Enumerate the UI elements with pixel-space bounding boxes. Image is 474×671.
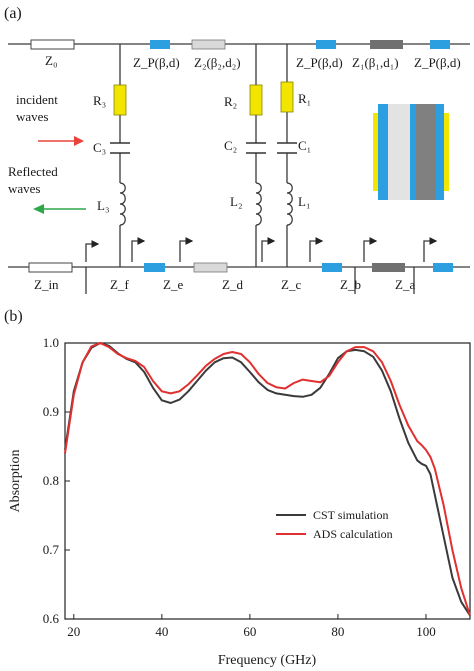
label-l2: L₂ — [230, 194, 242, 209]
y-tick-label: 0.9 — [43, 404, 59, 419]
label-r2: R₂ — [224, 94, 237, 109]
label-zp-2: Z_P(β,d) — [296, 55, 343, 70]
incident-text-1: incident — [16, 92, 58, 107]
series-line-cst-simulation — [64, 342, 471, 617]
label-c3: C₃ — [93, 140, 106, 155]
zp-block-2 — [316, 40, 336, 49]
label-zp-1: Z_P(β,d) — [133, 55, 180, 70]
zp-block-3 — [430, 40, 450, 49]
label-c1: C₁ — [298, 138, 311, 153]
series-layer — [64, 342, 471, 617]
ze-block — [144, 263, 165, 272]
legend-label-cst: CST simulation — [313, 508, 388, 522]
label-l3: L₃ — [97, 198, 109, 213]
resistor-r1 — [280, 81, 294, 113]
port-arrow-za — [423, 237, 438, 262]
label-r3: R₃ — [93, 93, 106, 108]
label-zf: Z_f — [110, 277, 129, 292]
absorption-chart: (b) 20 40 60 80 100 0.6 0.7 0.8 0.9 1.0 Frequency… — [4, 308, 471, 668]
y-tick-label: 1.0 — [43, 335, 59, 350]
label-r1: R₁ — [298, 91, 311, 106]
label-z1: Z₁(β₁,d₁) — [352, 55, 399, 70]
label-z0: Z₀ — [45, 53, 57, 68]
z2-block — [191, 39, 226, 50]
port-arrow-zin — [85, 240, 100, 262]
x-tick-label: 100 — [416, 624, 436, 639]
layered-structure-illustration — [373, 104, 449, 200]
label-z2: Z₂(β₂,d₂) — [194, 55, 241, 70]
capacitor-c1 — [277, 142, 297, 154]
y-axis-label: Absorption — [8, 450, 23, 513]
port-arrow-zd — [261, 237, 276, 262]
plot-frame — [64, 342, 471, 620]
panel-a-label: (a) — [4, 5, 22, 22]
resistor-r3 — [113, 84, 127, 116]
capacitor-c3 — [110, 142, 130, 154]
x-tick-label: 40 — [155, 624, 168, 639]
z1-block — [370, 40, 403, 49]
x-tick-label: 80 — [331, 624, 344, 639]
reflected-text-2: waves — [8, 181, 41, 196]
zd-block — [193, 262, 228, 273]
label-zd: Z_d — [222, 277, 243, 292]
y-tick-label: 0.8 — [43, 473, 59, 488]
label-zc: Z_c — [281, 277, 301, 292]
legend: CST simulation ADS calculation — [276, 508, 393, 541]
z0-block — [30, 39, 75, 50]
inductor-l2 — [255, 182, 262, 226]
panel-b-label: (b) — [4, 308, 23, 325]
y-tick-label: 0.7 — [43, 542, 60, 557]
label-za: Z_a — [395, 277, 415, 292]
x-tick-label: 20 — [67, 624, 80, 639]
label-c2: C₂ — [224, 138, 237, 153]
port-arrow-zb — [363, 237, 378, 262]
label-zp-3: Z_P(β,d) — [414, 55, 461, 70]
resistor-r2 — [249, 84, 263, 116]
label-ze: Z_e — [163, 277, 183, 292]
label-zb: Z_b — [340, 277, 361, 292]
incident-text-2: waves — [16, 109, 49, 124]
inductor-l1 — [286, 182, 293, 226]
x-tick-label: 60 — [243, 624, 256, 639]
reflected-arrow — [33, 204, 86, 214]
zp-bottom-block — [433, 263, 453, 272]
label-zin: Z_in — [34, 277, 59, 292]
za-block — [372, 263, 405, 272]
label-l1: L₁ — [298, 194, 310, 209]
inductor-l3 — [119, 182, 126, 226]
zb-block — [322, 263, 342, 272]
circuit-diagram: (a) — [4, 5, 470, 294]
zp-block-1 — [150, 40, 170, 49]
port-arrow-ze — [179, 237, 194, 262]
port-arrow-zc — [309, 237, 324, 262]
axes-layer: 20 40 60 80 100 0.6 0.7 0.8 0.9 1.0 — [43, 335, 436, 639]
capacitor-c2 — [246, 142, 266, 154]
series-line-ads-calculation — [64, 342, 471, 616]
y-tick-label: 0.6 — [43, 611, 60, 626]
legend-label-ads: ADS calculation — [313, 527, 393, 541]
x-axis-label: Frequency (GHz) — [218, 653, 317, 668]
reflected-text-1: Reflected — [8, 164, 58, 179]
zin-block — [28, 262, 73, 273]
port-arrow-zf — [131, 237, 146, 262]
incident-arrow — [38, 136, 84, 146]
